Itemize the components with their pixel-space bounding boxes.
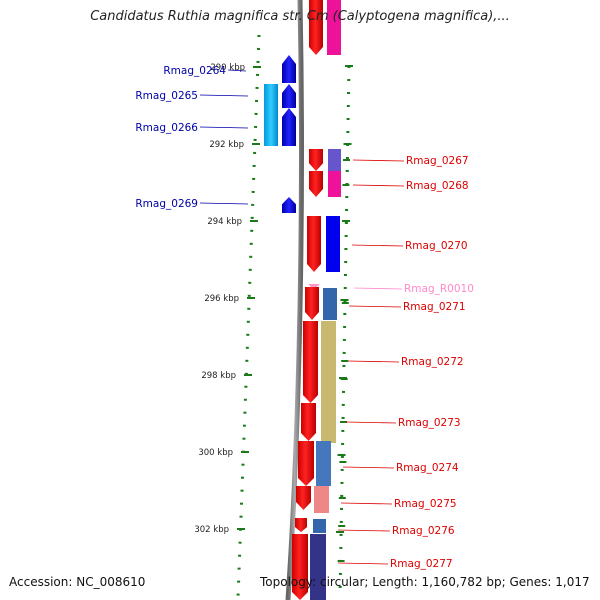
topology-text: Topology: circular; Length: 1,160,782 bp… <box>260 575 590 589</box>
cog-block <box>264 108 278 146</box>
gene-leader-line <box>352 184 405 187</box>
gene-arrow-right <box>305 287 319 320</box>
gene-arrow-left <box>282 84 296 108</box>
gene-arrow-right <box>309 0 323 55</box>
gene-arrow-right <box>309 171 323 197</box>
gene-label: Rmag_0267 <box>406 155 469 167</box>
gene-leader-line <box>342 466 395 469</box>
gene-arrow-left <box>282 108 296 146</box>
scale-tick-label: 302 kbp <box>194 525 229 535</box>
cog-block <box>328 171 341 197</box>
gene-arrow-right <box>292 534 308 600</box>
gene-label: Rmag_0273 <box>398 417 461 429</box>
gene-leader-line <box>353 287 403 290</box>
gene-leader-line <box>340 502 393 505</box>
gene-label: Rmag_0266 <box>135 122 198 134</box>
gene-label: Rmag_0276 <box>392 525 455 537</box>
scale-dots-right <box>338 65 351 599</box>
gene-label: Rmag_0270 <box>405 240 468 252</box>
gene-label: Rmag_0274 <box>396 462 459 474</box>
scale-tick-label: 300 kbp <box>198 448 233 458</box>
gene-label: Rmag_0268 <box>406 180 469 192</box>
gene-label: Rmag_0269 <box>135 198 198 210</box>
gene-label: Rmag_0277 <box>390 558 453 570</box>
gene-leader-line <box>348 305 402 308</box>
organism-title: Candidatus Ruthia magnifica str. Cm (Cal… <box>90 9 510 24</box>
gene-arrow-right <box>309 149 323 171</box>
cog-block <box>316 441 331 486</box>
gene-label: Rmag_0275 <box>394 498 457 510</box>
gene-label: Rmag_0272 <box>401 356 464 368</box>
scale-tick-label: 296 kbp <box>204 294 239 304</box>
cog-block <box>314 486 329 513</box>
cog-block <box>328 149 341 171</box>
gene-leader-line <box>337 529 391 532</box>
cog-block <box>264 84 278 108</box>
cog-block <box>326 216 340 272</box>
gene-leader-line <box>351 244 404 247</box>
chromosome-backbone <box>285 0 304 600</box>
cog-block <box>310 534 326 600</box>
gene-arrow-right <box>298 441 314 486</box>
gene-arrow-left <box>282 55 296 83</box>
scale-tick-label: 290 kbp <box>210 63 245 73</box>
gene-leader-line <box>199 202 249 205</box>
gene-arrow-right <box>295 518 307 532</box>
scale-tick-label: 292 kbp <box>209 140 244 150</box>
gene-leader-line <box>337 562 389 565</box>
gene-leader-line <box>347 360 400 363</box>
gene-arrow-right <box>303 321 318 403</box>
cog-block <box>313 519 326 533</box>
gene-leader-line <box>199 126 249 129</box>
gene-arrow-left <box>282 197 296 213</box>
gene-leader-line <box>227 69 247 72</box>
gene-leader-line <box>352 159 405 162</box>
gene-label: Rmag_0264 <box>163 65 226 77</box>
gene-label: Rmag_R0010 <box>404 283 474 295</box>
gene-leader-line <box>199 94 249 97</box>
scale-dots-left <box>236 34 261 599</box>
scale-tick-label: 298 kbp <box>201 371 236 381</box>
gene-arrow-right <box>296 486 311 510</box>
cog-block <box>327 0 341 55</box>
gene-label: Rmag_0271 <box>403 301 466 313</box>
gene-label: Rmag_0265 <box>135 90 198 102</box>
cog-block <box>321 321 336 443</box>
gene-arrow-right <box>307 216 321 272</box>
scale-tick-label: 294 kbp <box>207 217 242 227</box>
gene-arrow-right <box>301 403 316 441</box>
cog-block <box>323 288 337 320</box>
gene-leader-line <box>345 421 397 424</box>
accession-text: Accession: NC_008610 <box>9 575 146 589</box>
